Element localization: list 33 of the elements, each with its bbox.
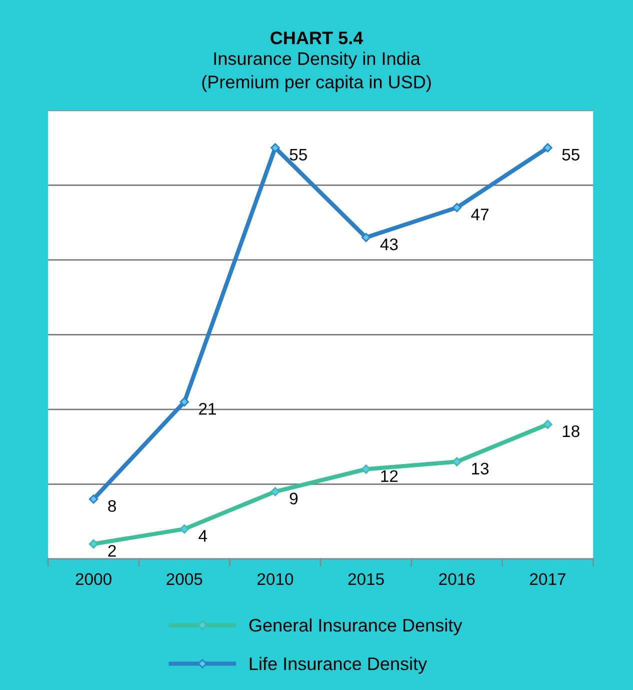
data-label: 18	[562, 425, 580, 438]
data-label: 55	[562, 148, 580, 161]
point	[180, 524, 189, 534]
point	[361, 464, 371, 474]
data-label: 4	[198, 530, 208, 542]
data-label: 47	[471, 208, 488, 220]
chart-subtitle: Insurance Density in India (Premium per capita in USD)	[202, 52, 431, 92]
x-tick-label: 2000	[76, 573, 112, 586]
data-label: 2	[108, 544, 116, 557]
data-label: 21	[199, 402, 216, 415]
point	[180, 397, 189, 407]
chart-title: CHART 5.4	[270, 32, 364, 44]
data-label: 13	[472, 462, 489, 475]
data-label: 9	[290, 492, 298, 504]
x-tick-label: 2016	[439, 573, 475, 586]
x-tick-label: 2017	[530, 573, 566, 586]
point	[361, 232, 371, 242]
point	[88, 539, 98, 549]
legend-label: General Insurance Density	[249, 618, 462, 636]
data-label: 12	[381, 470, 398, 482]
point	[543, 143, 552, 152]
legend-label: Life Insurance Density	[250, 656, 428, 674]
x-tick-label: 2005	[166, 573, 202, 586]
data-label: 8	[108, 500, 116, 512]
point	[270, 143, 280, 152]
x-tick-label: 2015	[348, 573, 384, 586]
data-label: 43	[380, 238, 398, 250]
point	[452, 202, 462, 212]
point	[88, 494, 98, 504]
point	[270, 487, 280, 496]
data-label: 55	[290, 148, 307, 161]
x-tick-label: 2010	[258, 573, 294, 586]
point	[543, 420, 552, 429]
